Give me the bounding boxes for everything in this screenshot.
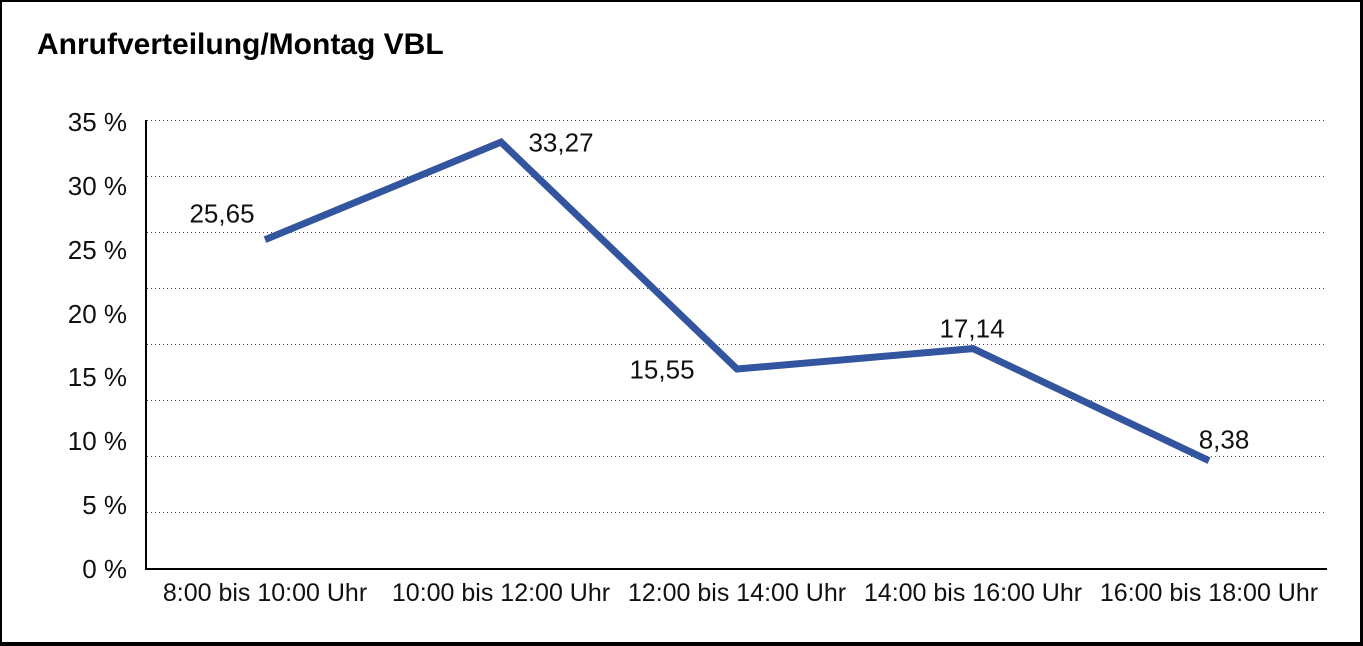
y-tick-label: 15 % [67, 362, 127, 392]
y-tick-label: 0 % [82, 554, 127, 584]
point-label: 25,65 [189, 198, 255, 229]
point-label: 17,14 [939, 313, 1005, 344]
point-label: 15,55 [629, 354, 695, 385]
x-tick-label: 14:00 bis 16:00 Uhr [863, 579, 1083, 607]
x-tick-label: 10:00 bis 12:00 Uhr [391, 579, 611, 607]
chart-title: Anrufverteilung/Montag VBL [37, 28, 444, 61]
y-tick-label: 35 % [67, 107, 127, 137]
point-label: 33,27 [528, 127, 594, 158]
y-tick-label: 20 % [67, 299, 127, 329]
x-tick-label: 16:00 bis 18:00 Uhr [1099, 579, 1319, 607]
x-tick-label: 12:00 bis 14:00 Uhr [627, 579, 847, 607]
y-tick-label: 25 % [67, 235, 127, 265]
plot-area: 25,65 33,27 15,55 17,14 8,38 [145, 120, 1327, 570]
line-chart-svg [263, 137, 1211, 464]
x-tick-label: 8:00 bis 10:00 Uhr [162, 579, 368, 607]
gridline [147, 120, 1327, 121]
gridline [147, 176, 1327, 177]
gridline [147, 456, 1327, 457]
gridline [147, 512, 1327, 513]
y-tick-label: 10 % [67, 426, 127, 456]
gridline [147, 232, 1327, 233]
x-axis-tick-labels: 8:00 bis 10:00 Uhr 10:00 bis 12:00 Uhr 12:… [147, 579, 1327, 609]
y-tick-label: 5 % [82, 490, 127, 520]
data-line [263, 137, 1211, 464]
gridline [147, 344, 1327, 345]
gridline [147, 400, 1327, 401]
gridline [147, 288, 1327, 289]
point-label: 8,38 [1198, 424, 1250, 455]
y-tick-label: 30 % [67, 171, 127, 201]
